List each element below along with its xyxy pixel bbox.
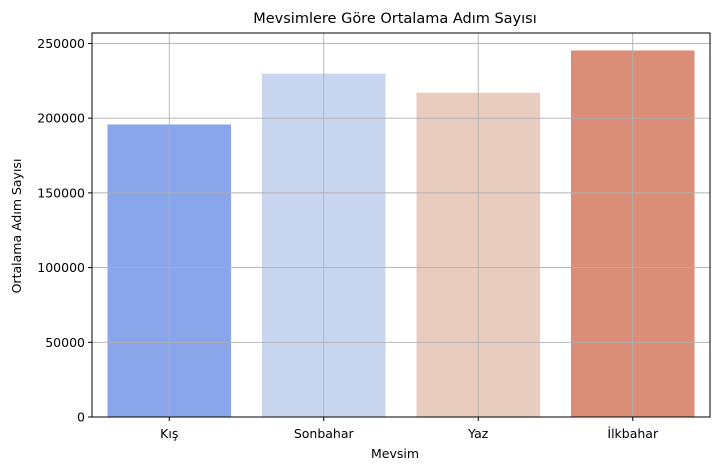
x-tick-label-4: İlkbahar xyxy=(607,426,659,441)
x-tick-label-1: Kış xyxy=(160,426,178,441)
y-tick-label-1: 0 xyxy=(77,410,85,425)
y-tick-label-5: 200000 xyxy=(37,111,85,126)
axes xyxy=(91,32,711,418)
y-tick-label-4: 150000 xyxy=(37,185,85,200)
x-axis-label: Mevsim xyxy=(371,446,419,461)
x-tick-label-3: Yaz xyxy=(467,426,489,441)
plot-frame xyxy=(91,32,711,418)
bars xyxy=(107,50,695,418)
ticks: 0 50000 100000 150000 200000 250000 Kış Sonbaha… xyxy=(37,36,659,441)
y-axis-label: Ortalama Adım Sayısı xyxy=(9,159,24,294)
y-tick-label-6: 250000 xyxy=(37,36,85,51)
y-tick-label-2: 50000 xyxy=(45,335,85,350)
chart-title: Mevsimlere Göre Ortalama Adım Sayısı xyxy=(253,11,537,27)
y-tick-label-3: 100000 xyxy=(37,260,85,275)
x-tick-label-2: Sonbahar xyxy=(294,426,355,441)
